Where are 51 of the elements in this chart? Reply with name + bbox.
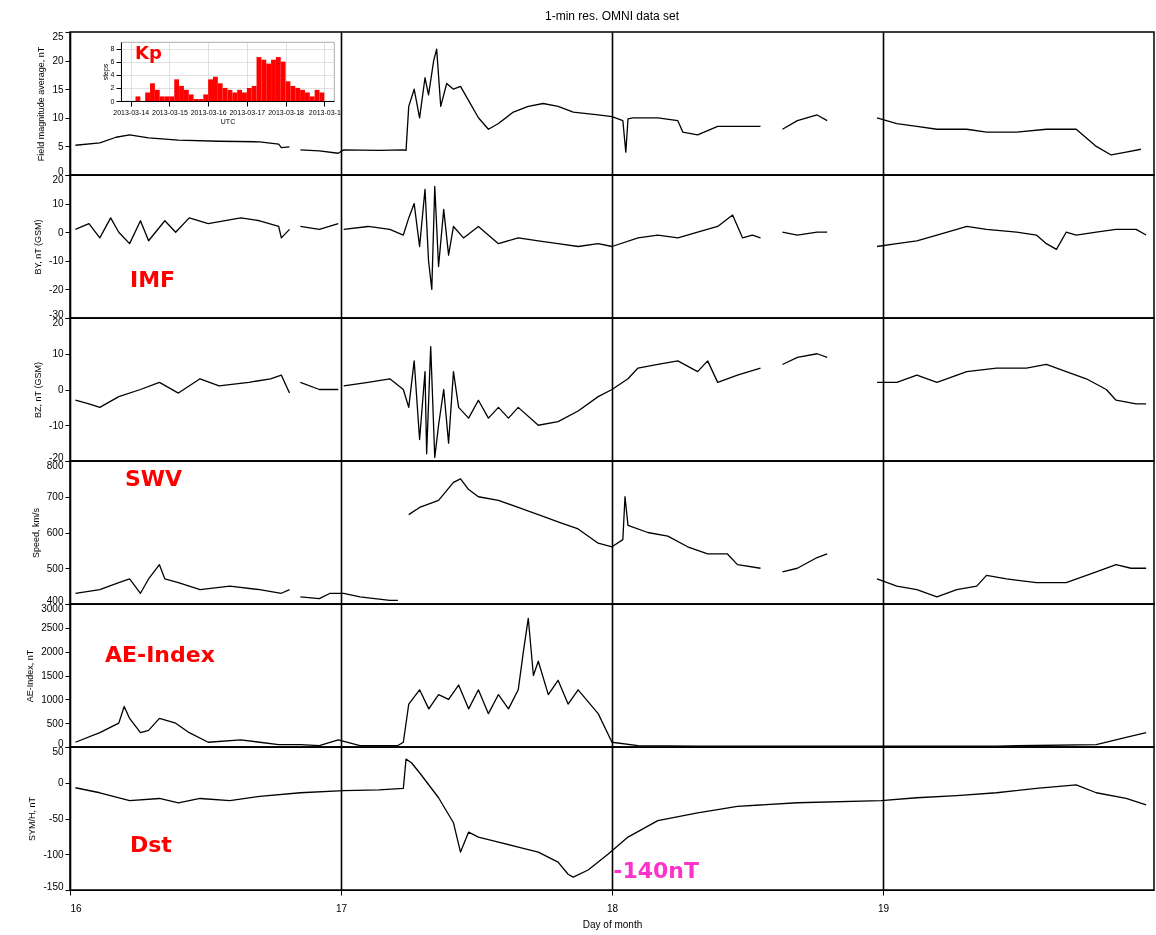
chart-title: 1-min res. OMNI data set	[544, 9, 680, 23]
y-tick-label: -10	[49, 419, 64, 431]
y-tick-label: 10	[52, 198, 64, 210]
y-tick-label: -20	[49, 283, 64, 295]
y-axis-title: AE-Index, nT	[25, 649, 36, 703]
y-axis-title: BY, nT (GSM)	[33, 219, 44, 275]
y-tick-label: 600	[46, 527, 64, 538]
y-tick-label: 10	[52, 348, 64, 360]
annotation: IMF	[130, 267, 176, 292]
x-tick-label: 17	[335, 902, 348, 914]
y-tick-label: 2000	[41, 646, 64, 658]
bar	[222, 87, 228, 101]
y-tick-label: -100	[43, 848, 64, 860]
y-tick-label: 15	[52, 83, 64, 95]
x-axis-title: Day of month	[582, 918, 643, 930]
y-tick-label: 0	[57, 384, 64, 395]
bar	[232, 92, 238, 101]
y-tick-label: 0	[57, 226, 64, 238]
y-axis-title: SYM/H, nT	[27, 796, 38, 842]
y-tick-label: 10	[52, 112, 64, 124]
y-tick-label: 25	[52, 30, 64, 42]
x-tick-label: 18	[606, 902, 619, 914]
y-tick-label: 5	[57, 140, 64, 152]
annotation: SWV	[125, 466, 183, 491]
y-axis-title: Speed, km/s	[30, 507, 41, 559]
y-tick-label: 0	[57, 777, 64, 789]
bar	[164, 96, 170, 101]
y-tick-label: -10	[49, 255, 64, 267]
y-axis-title: Field magnitude average, nT	[36, 46, 47, 162]
annotation: Dst	[130, 832, 173, 857]
chart-title: Kp	[135, 42, 162, 63]
bar	[280, 61, 286, 101]
y-tick-label: 20	[52, 55, 64, 67]
y-axis-title: BZ, nT (GSM)	[33, 362, 44, 418]
annotation: AE-Index	[105, 642, 215, 667]
annotation: -140nT	[613, 858, 699, 884]
bar	[290, 85, 296, 101]
y-tick-label: 500	[46, 717, 64, 729]
bar	[319, 92, 325, 101]
y-tick-label: 500	[46, 562, 64, 574]
y-tick-label: 2500	[41, 622, 64, 634]
bar	[188, 94, 194, 101]
y-tick-label: 1000	[41, 693, 64, 705]
bar	[135, 96, 141, 101]
bar	[261, 59, 267, 101]
x-tick-label: 19	[877, 902, 890, 914]
y-tick-label: -50	[49, 813, 64, 824]
x-tick-label: 16	[70, 902, 83, 914]
y-tick-label: 1500	[41, 670, 64, 681]
y-tick-label: 700	[46, 491, 64, 503]
y-tick-label: -150	[43, 880, 64, 892]
